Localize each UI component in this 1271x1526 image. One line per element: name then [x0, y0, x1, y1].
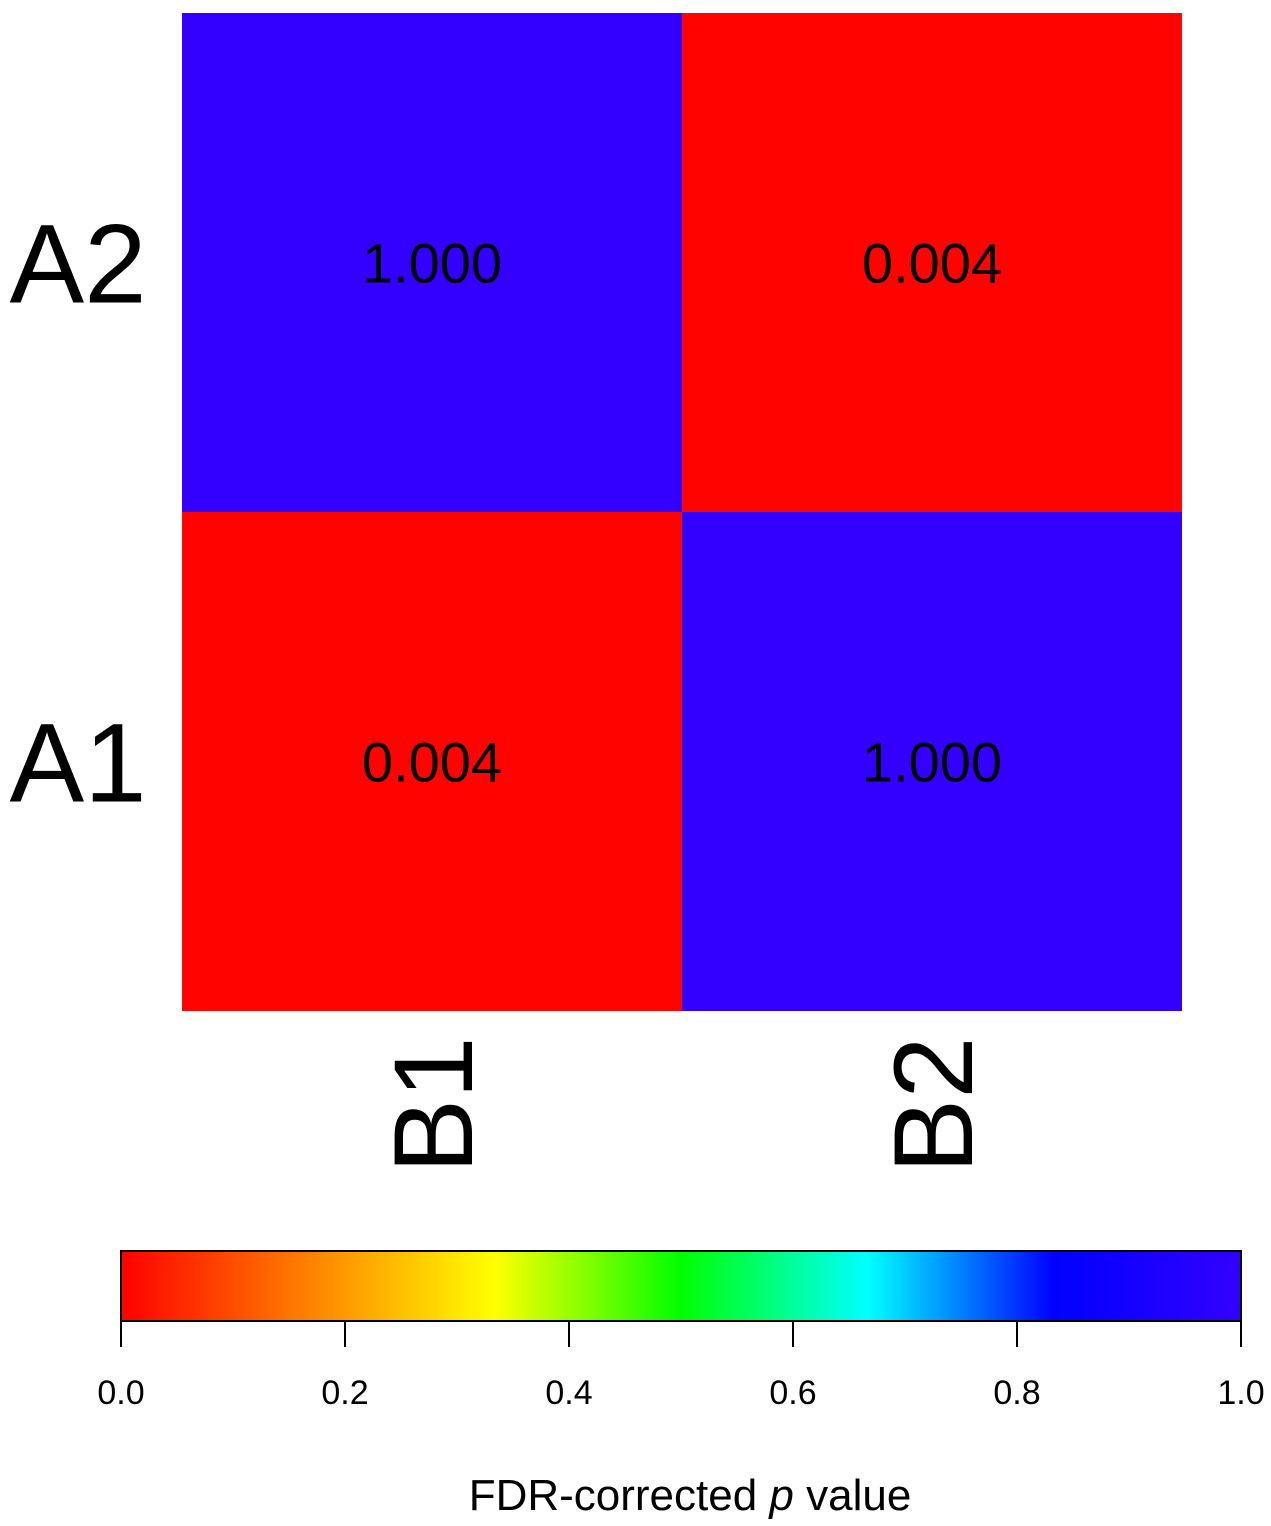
- colorbar-tick-label: 0.2: [321, 1374, 368, 1412]
- heatmap-cells: [182, 13, 1182, 1011]
- colorbar-tick-label: 1.0: [1217, 1374, 1264, 1412]
- column-label-b1: B1: [371, 1037, 496, 1174]
- heatmap-cell-labels: 1.000 0.004 0.004 1.000: [362, 232, 1002, 794]
- row-label-a1: A1: [10, 701, 147, 826]
- cell-value-a1-b1: 0.004: [362, 731, 502, 794]
- row-label-a2: A2: [10, 202, 147, 327]
- heatmap-cell-a1-b2: [682, 512, 1182, 1011]
- colorbar-gradient: [120, 1250, 1242, 1322]
- colorbar-tick-label: 0.8: [993, 1374, 1040, 1412]
- colorbar-tick-label: 0.0: [97, 1374, 144, 1412]
- colorbar-title-suffix: value: [794, 1471, 911, 1520]
- heatmap-cell-a1-b1: [182, 512, 682, 1011]
- heatmap-cell-a2-b1: [182, 13, 682, 512]
- colorbar-title-italic: p: [767, 1471, 793, 1520]
- cell-value-a2-b1: 1.000: [362, 232, 502, 295]
- colorbar-title: FDR-corrected p value: [469, 1471, 912, 1520]
- row-labels: A2 A1: [10, 202, 147, 826]
- colorbar-title-prefix: FDR-corrected: [469, 1471, 770, 1520]
- cell-value-a1-b2: 1.000: [862, 731, 1002, 794]
- column-labels: B1 B2: [371, 1037, 996, 1174]
- heatmap-cell-a2-b2: [682, 13, 1182, 512]
- colorbar-tick-label: 0.6: [769, 1374, 816, 1412]
- cell-value-a2-b2: 0.004: [862, 232, 1002, 295]
- colorbar: 0.0 0.2 0.4 0.6 0.8 1.0: [97, 1250, 1265, 1412]
- colorbar-tick-label: 0.4: [545, 1374, 592, 1412]
- column-label-b2: B2: [871, 1037, 996, 1174]
